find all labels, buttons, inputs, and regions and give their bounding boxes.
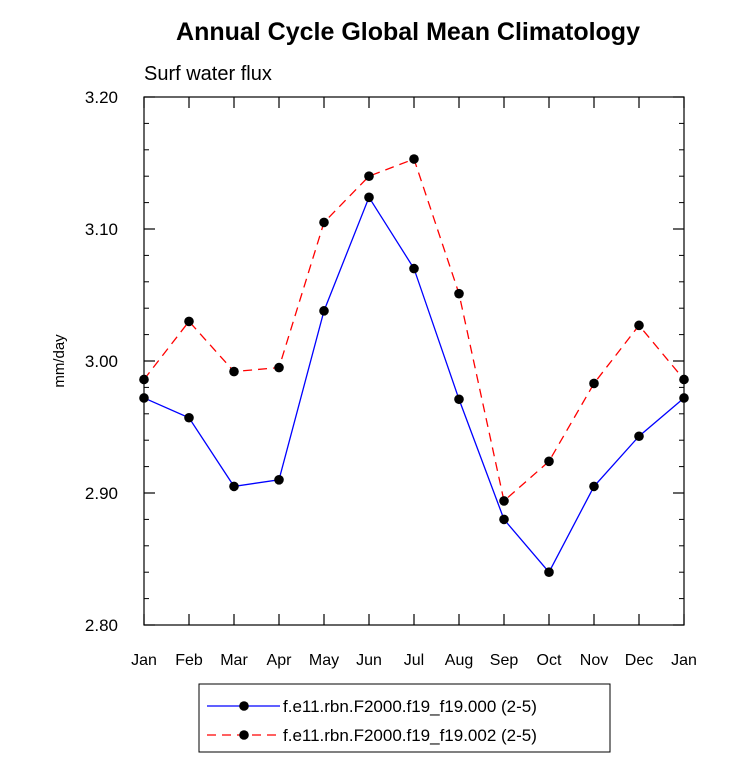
series-line-2 [143, 158, 685, 503]
x-tick-label: Jul [404, 652, 424, 669]
series-1-point [409, 263, 419, 274]
series-markers [139, 154, 689, 577]
legend-box [198, 683, 611, 753]
series-2-point [319, 217, 329, 228]
legend: f.e11.rbn.F2000.f19_f19.000 (2-5) f.e11.… [198, 683, 611, 753]
x-tick-label: Dec [625, 652, 653, 669]
x-tick-label: Feb [175, 652, 203, 669]
series-lines [143, 158, 685, 574]
series-1-point [274, 475, 284, 485]
x-tick-label: Aug [445, 652, 473, 669]
series-1-point [229, 481, 239, 492]
series-1-point [364, 192, 374, 203]
series-1-point [634, 431, 644, 442]
y-tick-label: 3.00 [85, 352, 118, 371]
series-2-point [184, 316, 194, 327]
series-2-point [454, 288, 464, 299]
y-axis-label: mm/day [51, 334, 68, 388]
x-tick-label: May [309, 652, 339, 669]
series-2-point [364, 171, 374, 181]
series-1-point [454, 394, 464, 405]
series-2-point [409, 154, 419, 164]
series-1-point [184, 412, 194, 423]
x-tick-label: Apr [267, 652, 293, 669]
series-2-point [274, 362, 284, 373]
chart-subtitle: Surf water flux [144, 63, 272, 85]
x-tick-label: Jan [671, 652, 697, 669]
series-2-point [229, 366, 239, 377]
chart-title: Annual Cycle Global Mean Climatology [176, 18, 640, 46]
legend-label-2: f.e11.rbn.F2000.f19_f19.002 (2-5) [283, 726, 537, 745]
x-tick-label: Nov [580, 652, 608, 669]
y-tick-labels: 3.20 3.10 3.00 2.90 2.80 [85, 88, 118, 635]
y-tick-label: 3.20 [85, 88, 118, 107]
x-tick-label: Oct [537, 652, 562, 669]
series-2-point [499, 496, 509, 506]
series-1-point [544, 567, 554, 577]
series-1-point [319, 306, 329, 316]
x-tick-label: Mar [220, 652, 248, 669]
series-2-point [634, 320, 644, 331]
y-tick-label: 3.10 [85, 220, 118, 239]
y-tick-label: 2.90 [85, 484, 118, 503]
plot-frame [143, 96, 685, 626]
series-1-point [589, 481, 599, 492]
x-tick-label: Jan [131, 652, 157, 669]
x-tick-label: Sep [490, 652, 519, 669]
series-2-point [589, 378, 599, 389]
legend-marker-2 [239, 730, 249, 740]
series-line-1 [143, 195, 685, 574]
series-1-point [499, 514, 509, 525]
series-2-point [544, 456, 554, 467]
legend-marker-1 [239, 701, 249, 711]
x-tick-label: Jun [356, 652, 382, 669]
x-tick-labels: Jan Feb Mar Apr May Jun Jul Aug Sep Oct Nov Dec Jan [131, 652, 697, 669]
y-tick-label: 2.80 [85, 616, 118, 635]
legend-label-1: f.e11.rbn.F2000.f19_f19.000 (2-5) [283, 697, 537, 716]
